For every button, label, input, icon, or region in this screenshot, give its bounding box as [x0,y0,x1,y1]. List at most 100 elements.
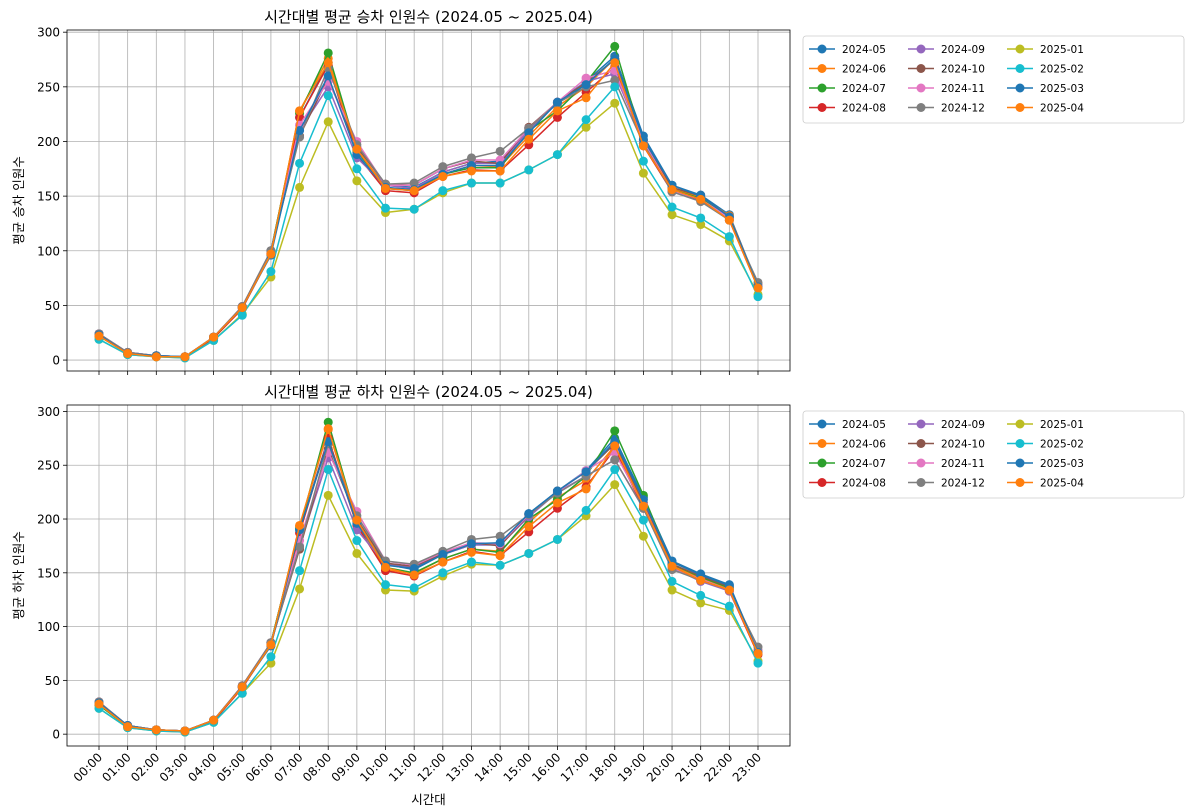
legend-marker [916,103,926,112]
data-point [495,531,505,541]
legend-label: 2024-10 [941,439,985,451]
data-point [381,562,391,572]
legend-marker [1015,64,1025,73]
legend-entry: 2024-12 [908,103,985,115]
legend-entry: 2024-05 [809,44,886,56]
data-point [266,640,276,650]
data-point [438,162,448,172]
data-point [610,465,620,475]
y-tick-label: 300 [37,26,60,40]
legend: 2024-05 2024-06 2024-07 2024-08 2024-09 2024-… [802,35,1185,124]
data-point [381,183,391,193]
x-tick-label: 23:00 [730,750,764,784]
data-point [151,352,161,362]
plot-area [67,405,790,746]
data-point [581,115,591,125]
legend-label: 2024-12 [941,478,985,490]
data-point [667,576,677,586]
legend-label: 2024-07 [842,458,886,470]
legend-entry: 2024-07 [809,458,886,470]
data-point [552,498,562,508]
data-point [638,156,648,166]
data-point [352,515,362,525]
data-point [323,71,333,81]
x-axis-label: 시간대 [411,792,446,807]
x-tick-label: 17:00 [558,750,592,784]
data-point [638,141,648,151]
data-point [323,465,333,475]
legend-entry: 2024-08 [809,478,886,490]
data-point [524,128,534,138]
legend-marker [1015,103,1025,112]
legend-label: 2024-09 [941,419,985,431]
legend-box [802,410,1185,499]
x-tick-label: 15:00 [501,750,535,784]
data-point [352,536,362,546]
data-point [753,658,763,668]
x-tick-label: 10:00 [357,750,391,784]
legend-marker [817,64,827,73]
chart-1: 0 50 100 150 200 250 300 시간대별 평균 승차 인원수 (2024.0… [11,8,1185,375]
data-point [552,97,562,107]
data-point [323,424,333,434]
x-tick-label: 06:00 [243,750,277,784]
legend-entry: 2024-09 [908,44,985,56]
legend-marker [916,64,926,73]
data-point [295,158,305,168]
x-tick-label: 14:00 [472,750,506,784]
data-point [409,583,419,593]
data-point [753,648,763,658]
y-tick-label: 200 [37,513,60,527]
series-line [98,86,759,359]
data-point [495,146,505,156]
data-point [180,352,190,362]
legend-marker [817,478,827,487]
legend-marker [1015,44,1025,54]
legend: 2024-05 2024-06 2024-07 2024-08 2024-09 2024-… [802,410,1185,499]
data-point [753,292,763,302]
data-point [610,426,620,436]
data-point [295,182,305,192]
data-point [610,98,620,108]
legend-label: 2024-09 [941,44,985,56]
data-point [466,539,476,549]
data-point [295,126,305,136]
data-point [94,331,104,341]
legend-label: 2024-11 [941,83,985,95]
data-point [438,550,448,560]
data-point [438,557,448,567]
x-tick-label: 05:00 [214,750,248,784]
data-point [524,509,534,519]
data-point [552,534,562,544]
x-tick-label: 08:00 [300,750,334,784]
legend-entry: 2025-02 [1007,64,1084,76]
legend-entry: 2024-06 [809,439,886,451]
legend-marker [916,439,926,448]
data-point [638,501,648,511]
legend-label: 2025-02 [1040,64,1084,76]
data-point [352,164,362,174]
data-point [724,601,734,611]
chart-title: 시간대별 평균 하차 인원수 (2024.05 ~ 2025.04) [264,383,593,401]
data-point [323,58,333,68]
x-tick-label: 18:00 [586,750,620,784]
legend-marker [916,44,926,54]
legend-marker [817,103,827,112]
data-point [667,210,677,220]
data-point [552,150,562,160]
data-point [323,417,333,427]
data-point [266,267,276,277]
x-tick-label: 13:00 [443,750,477,784]
data-point [180,726,190,736]
legend-label: 2024-07 [842,83,886,95]
legend-marker [817,458,827,468]
data-point [495,560,505,570]
legend-label: 2024-05 [842,419,886,431]
data-point [524,134,534,144]
x-tick-label: 02:00 [128,750,162,784]
data-point [123,722,133,732]
data-point [466,547,476,557]
legend-label: 2024-08 [842,478,886,490]
data-point [438,568,448,578]
legend-label: 2024-06 [842,64,886,76]
